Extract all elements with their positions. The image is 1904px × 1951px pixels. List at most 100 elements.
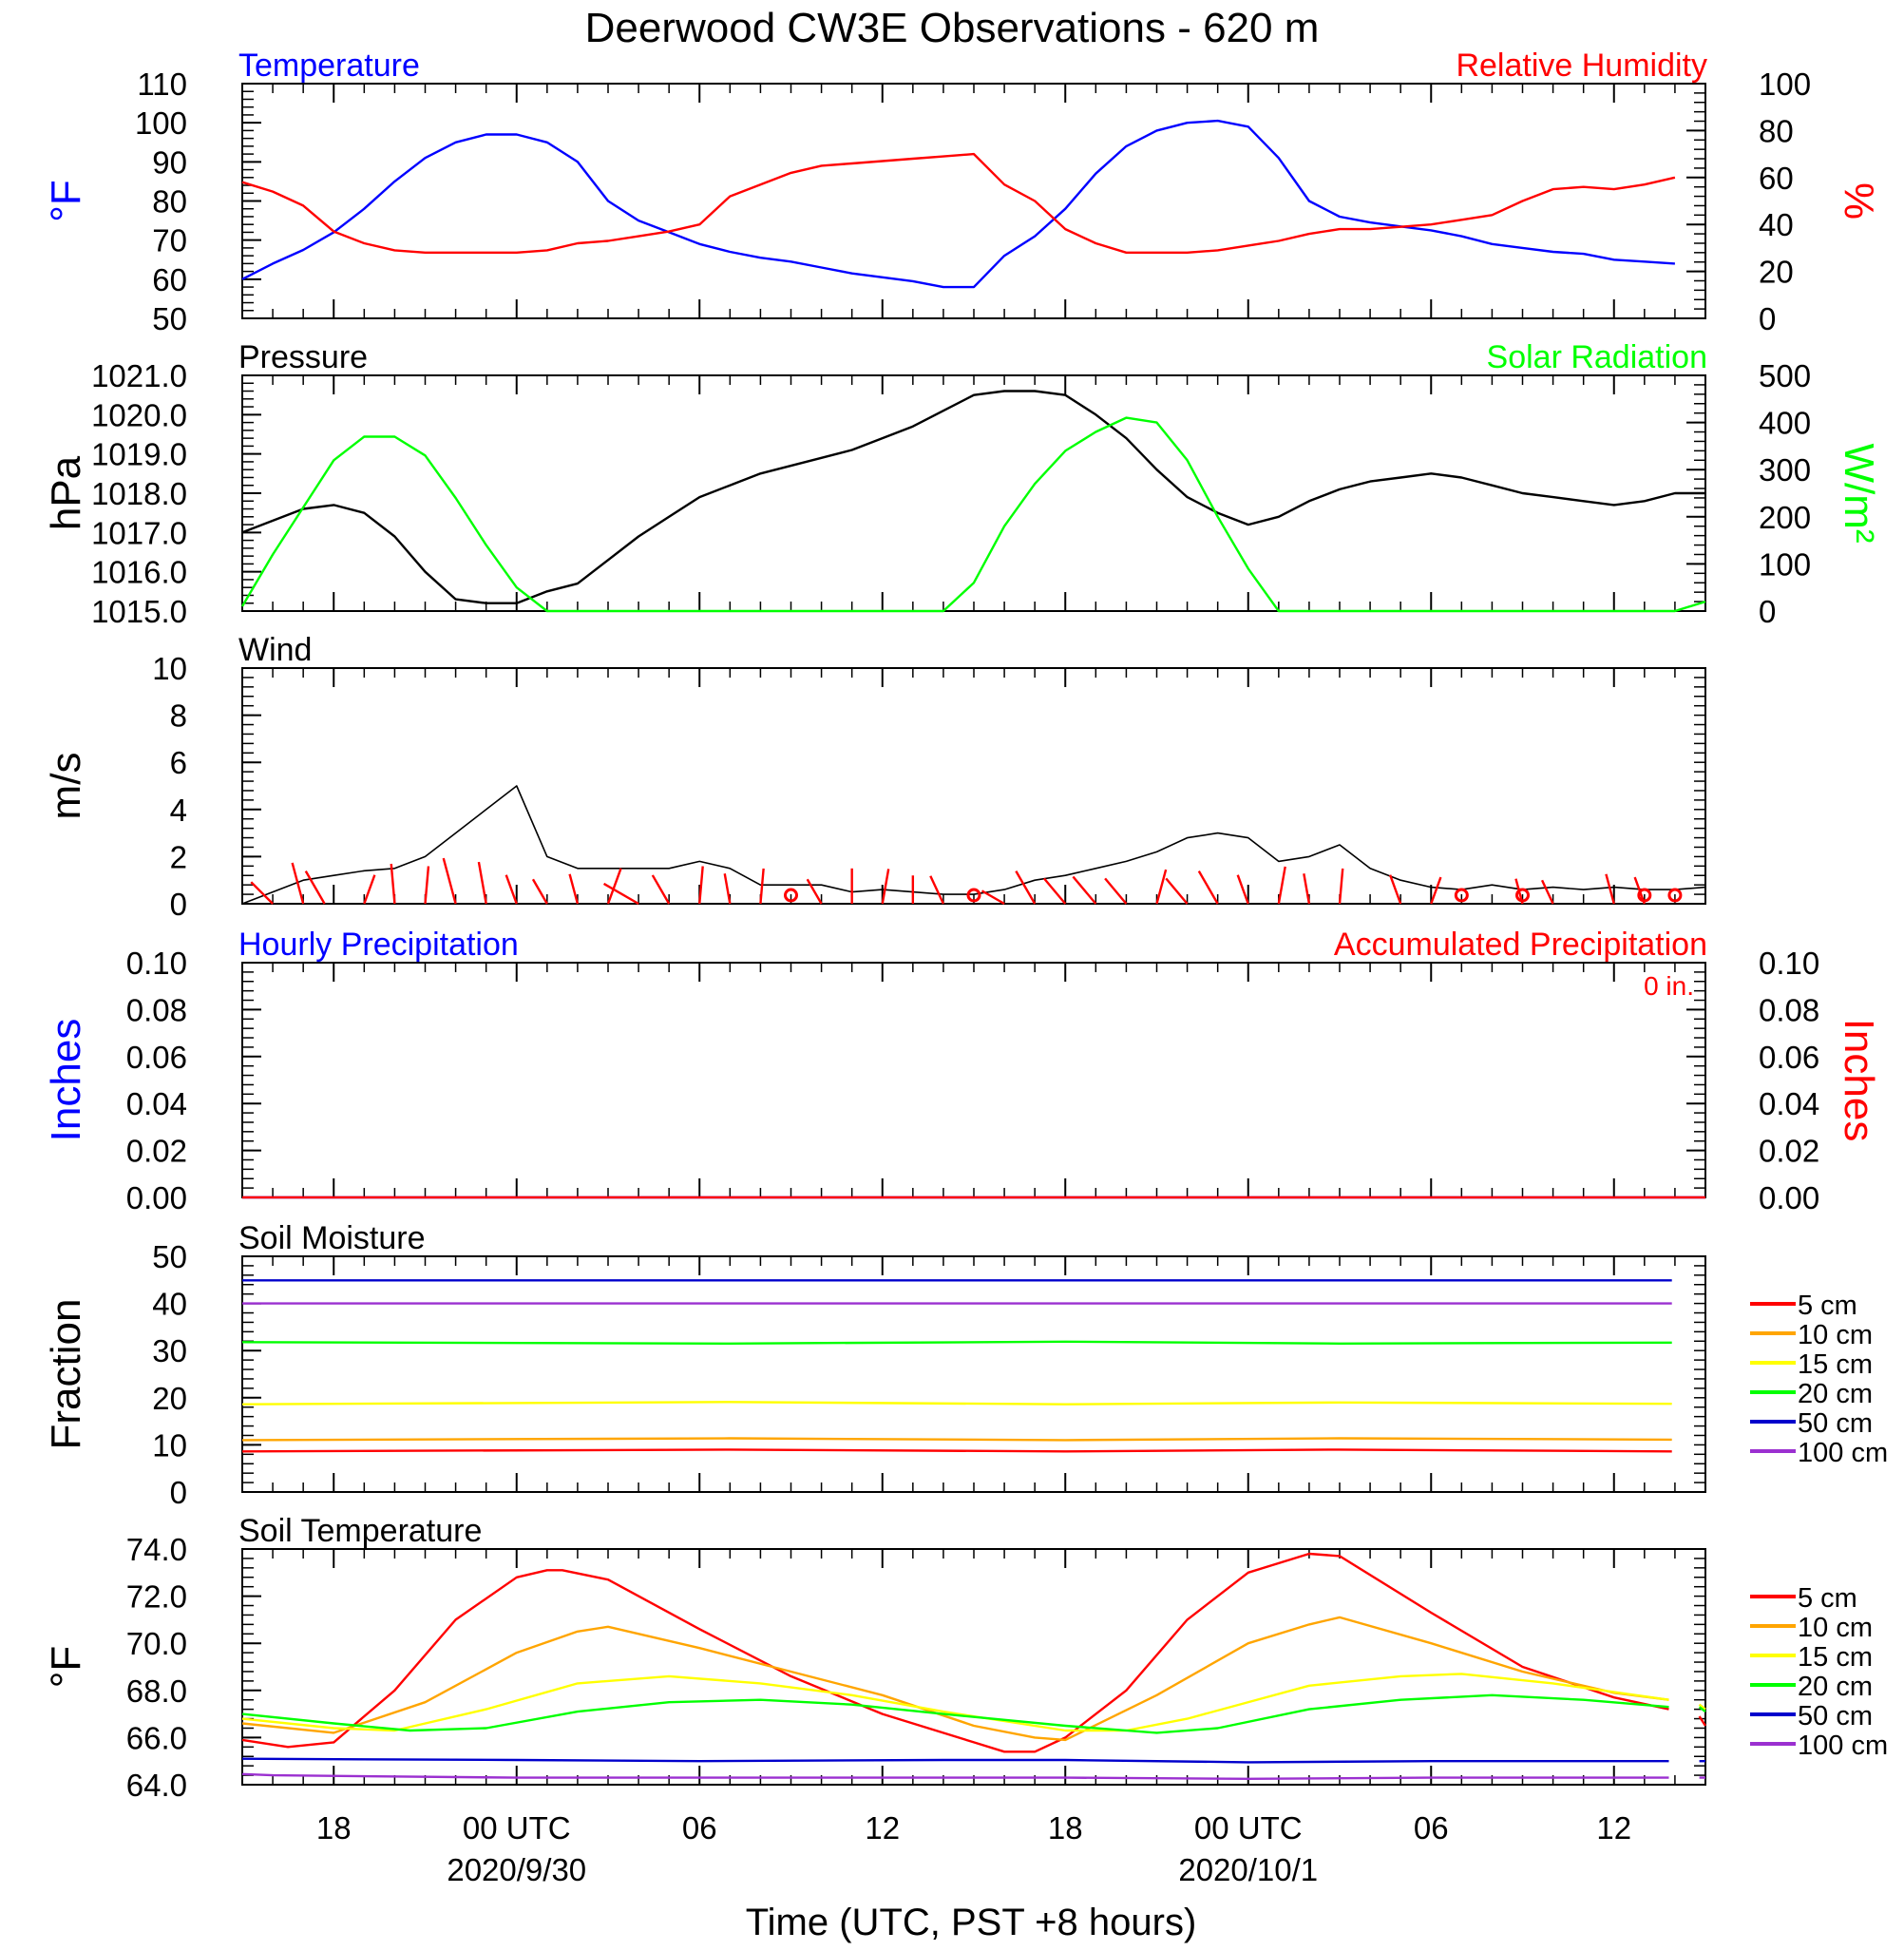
y2-tick-label: 400 [1759, 406, 1811, 441]
panel-frame [241, 667, 1706, 905]
calm-wind-marker [1637, 888, 1652, 903]
y-tick-label: 1020.0 [91, 397, 187, 432]
y-tick-label: 72.0 [126, 1579, 187, 1615]
y-axis-label: °F [43, 180, 89, 221]
y-tick-label: 40 [152, 1287, 187, 1322]
y2-tick-label: 0 [1759, 301, 1776, 336]
y-axis-label: Fraction [43, 1299, 89, 1450]
panel-left-title: Wind [238, 632, 312, 668]
x-tick-label: 12 [1596, 1810, 1631, 1846]
y2-axis-label: % [1836, 182, 1882, 220]
wind-barb [881, 869, 890, 905]
series-line-50-cm [241, 1757, 1669, 1764]
wind-barb [390, 863, 396, 905]
wind-barb [1430, 876, 1442, 905]
panel-frame [241, 83, 1706, 319]
x-date-label: 2020/10/1 [1178, 1852, 1318, 1887]
wind-barb [1043, 877, 1067, 905]
y2-tick-label: 100 [1759, 67, 1811, 102]
time-axis: 18 00 UTC 06 12 18 00 UTC 06 12 2020/9/30 2020/10… [316, 1810, 1631, 1887]
wind-barb [929, 875, 945, 905]
wind-barb [1015, 870, 1037, 905]
chart-title: Deerwood CW3E Observations - 620 m [585, 5, 1320, 51]
y-tick-label: 50 [152, 1239, 187, 1274]
series-line-5-cm [241, 1448, 1672, 1453]
calm-wind-marker [966, 888, 981, 903]
y-tick-label: 10 [152, 651, 187, 686]
x-tick-label: 06 [1414, 1810, 1449, 1846]
legend-label: 5 cm [1798, 1583, 1857, 1614]
series-tail-5-cm [1698, 1715, 1707, 1727]
legend-label: 5 cm [1798, 1291, 1857, 1321]
y-tick-label: 90 [152, 144, 187, 180]
legend-label: 15 cm [1798, 1642, 1873, 1673]
x-date-label: 2020/9/30 [447, 1852, 586, 1887]
y2-tick-label: 100 [1759, 546, 1811, 582]
y2-tick-label: 0.04 [1759, 1086, 1819, 1121]
y2-tick-label: 0.10 [1759, 946, 1819, 981]
series-line-15-cm [241, 1401, 1672, 1406]
panel-left-title: Hourly Precipitation [238, 927, 519, 963]
series-tail-20-cm [1698, 1706, 1706, 1713]
series-line-solar-radiation [240, 416, 1706, 613]
y2-tick-label: 0 [1759, 594, 1776, 629]
y-tick-label: 64.0 [126, 1768, 187, 1803]
y-tick-label: 0.02 [126, 1134, 187, 1169]
panel-frame [241, 1548, 1706, 1786]
y2-tick-label: 0.06 [1759, 1040, 1819, 1075]
panel-right-title: Relative Humidity [1456, 48, 1707, 84]
y-tick-label: 20 [152, 1381, 187, 1416]
panel-right-title: Solar Radiation [1487, 339, 1707, 375]
y2-axis-label: W/m² [1836, 443, 1882, 543]
y2-tick-label: 80 [1759, 113, 1794, 148]
x-tick-label: 00 UTC [463, 1810, 571, 1846]
series-line-100-cm [241, 1772, 1669, 1780]
x-tick-label: 06 [682, 1810, 717, 1846]
panel-left-title: Soil Moisture [238, 1220, 426, 1256]
y2-axis-label: Inches [1836, 1019, 1882, 1142]
wind-barb [1165, 877, 1189, 905]
y-axis-label: Inches [43, 1019, 89, 1142]
legend-label: 50 cm [1798, 1408, 1873, 1439]
wind-barb [304, 870, 326, 905]
wind-barb [1389, 874, 1402, 905]
wind-barb [806, 878, 823, 905]
y-tick-label: 74.0 [126, 1532, 187, 1567]
y-axis-label: °F [43, 1646, 89, 1688]
legend-label: 100 cm [1798, 1731, 1888, 1761]
wind-barb [606, 868, 622, 905]
legend-label: 10 cm [1798, 1613, 1873, 1643]
legend-label: 50 cm [1798, 1701, 1873, 1731]
panel-precipitation: 0.00 0.02 0.04 0.06 0.08 0.10 0.00 0.02 0.04 0.06… [43, 927, 1882, 1215]
y2-tick-label: 0.02 [1759, 1134, 1819, 1169]
y-tick-label: 0.06 [126, 1040, 187, 1075]
wind-barb [1155, 869, 1168, 905]
legend-label: 20 cm [1798, 1379, 1873, 1409]
panel-left-title: Pressure [238, 339, 368, 375]
wind-barb [1605, 873, 1615, 905]
wind-barb [1338, 868, 1344, 905]
wind-barb [568, 873, 580, 905]
y-tick-label: 68.0 [126, 1674, 187, 1709]
calm-wind-marker [1454, 888, 1469, 903]
panel-left-title: Temperature [238, 48, 420, 84]
precip-total-annotation: 0 in. [1644, 971, 1694, 1001]
y2-tick-label: 0.00 [1759, 1180, 1819, 1215]
y-tick-label: 70 [152, 223, 187, 258]
legend-label: 10 cm [1798, 1320, 1873, 1350]
y-axis-label: m/s [43, 753, 89, 820]
y-tick-label: 70.0 [126, 1626, 187, 1661]
y-tick-label: 66.0 [126, 1720, 187, 1755]
wind-barb [250, 881, 274, 905]
y-tick-label: 6 [170, 745, 187, 780]
y-tick-label: 0.10 [126, 946, 187, 981]
y-tick-label: 1021.0 [91, 358, 187, 393]
series-line-20-cm [241, 1693, 1669, 1734]
series-line-10-cm [241, 1616, 1669, 1742]
wind-barb [1540, 879, 1554, 905]
calm-wind-marker [1667, 888, 1683, 903]
wind-barb [531, 878, 548, 905]
